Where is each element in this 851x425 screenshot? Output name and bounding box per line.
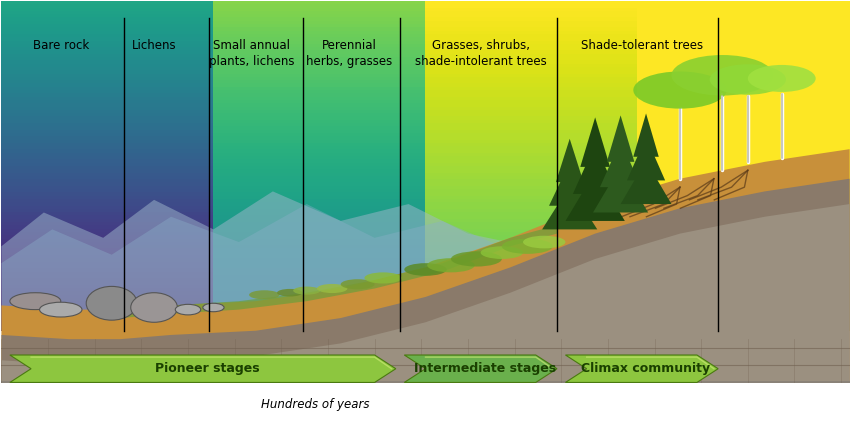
Polygon shape — [565, 355, 718, 382]
Polygon shape — [633, 113, 659, 157]
Ellipse shape — [633, 71, 727, 109]
Ellipse shape — [277, 289, 302, 297]
Polygon shape — [556, 139, 584, 182]
Ellipse shape — [523, 236, 565, 248]
Polygon shape — [607, 116, 634, 162]
Ellipse shape — [364, 272, 402, 283]
Ellipse shape — [710, 64, 786, 95]
Text: Hundreds of years: Hundreds of years — [261, 398, 369, 411]
Polygon shape — [120, 225, 557, 318]
Text: Intermediate stages: Intermediate stages — [414, 362, 556, 375]
Ellipse shape — [671, 55, 774, 96]
Ellipse shape — [317, 284, 347, 293]
Text: Pioneer stages: Pioneer stages — [155, 362, 260, 375]
Text: Small annual
plants, lichens: Small annual plants, lichens — [208, 40, 294, 68]
Ellipse shape — [175, 304, 201, 315]
Polygon shape — [549, 162, 591, 206]
Text: Grasses, shrubs,
shade-intolerant trees: Grasses, shrubs, shade-intolerant trees — [414, 40, 546, 68]
Ellipse shape — [249, 290, 280, 299]
Polygon shape — [2, 204, 849, 424]
Ellipse shape — [502, 239, 553, 254]
Polygon shape — [2, 381, 849, 424]
Polygon shape — [620, 161, 671, 204]
Polygon shape — [600, 141, 642, 187]
Polygon shape — [542, 186, 597, 230]
Polygon shape — [2, 204, 849, 331]
Polygon shape — [2, 149, 849, 424]
Polygon shape — [580, 117, 610, 167]
Text: Perennial
herbs, grasses: Perennial herbs, grasses — [306, 40, 392, 68]
Polygon shape — [2, 179, 849, 424]
Polygon shape — [2, 382, 849, 424]
Ellipse shape — [39, 302, 82, 317]
Ellipse shape — [203, 303, 224, 312]
Polygon shape — [404, 355, 557, 382]
Polygon shape — [593, 166, 648, 212]
Text: Lichens: Lichens — [132, 40, 176, 52]
Ellipse shape — [10, 293, 60, 309]
Polygon shape — [565, 171, 625, 221]
Ellipse shape — [427, 258, 475, 272]
Text: Climax community: Climax community — [581, 362, 711, 375]
Ellipse shape — [404, 263, 447, 276]
Ellipse shape — [86, 286, 137, 320]
Ellipse shape — [481, 246, 523, 259]
Polygon shape — [2, 191, 849, 331]
Ellipse shape — [340, 279, 374, 289]
Ellipse shape — [294, 286, 320, 295]
Ellipse shape — [131, 293, 177, 322]
Ellipse shape — [748, 65, 815, 92]
Text: Shade-tolerant trees: Shade-tolerant trees — [580, 40, 703, 52]
Polygon shape — [10, 355, 396, 382]
Polygon shape — [627, 137, 665, 180]
Ellipse shape — [451, 251, 502, 266]
Text: Bare rock: Bare rock — [32, 40, 89, 52]
Polygon shape — [573, 144, 618, 194]
